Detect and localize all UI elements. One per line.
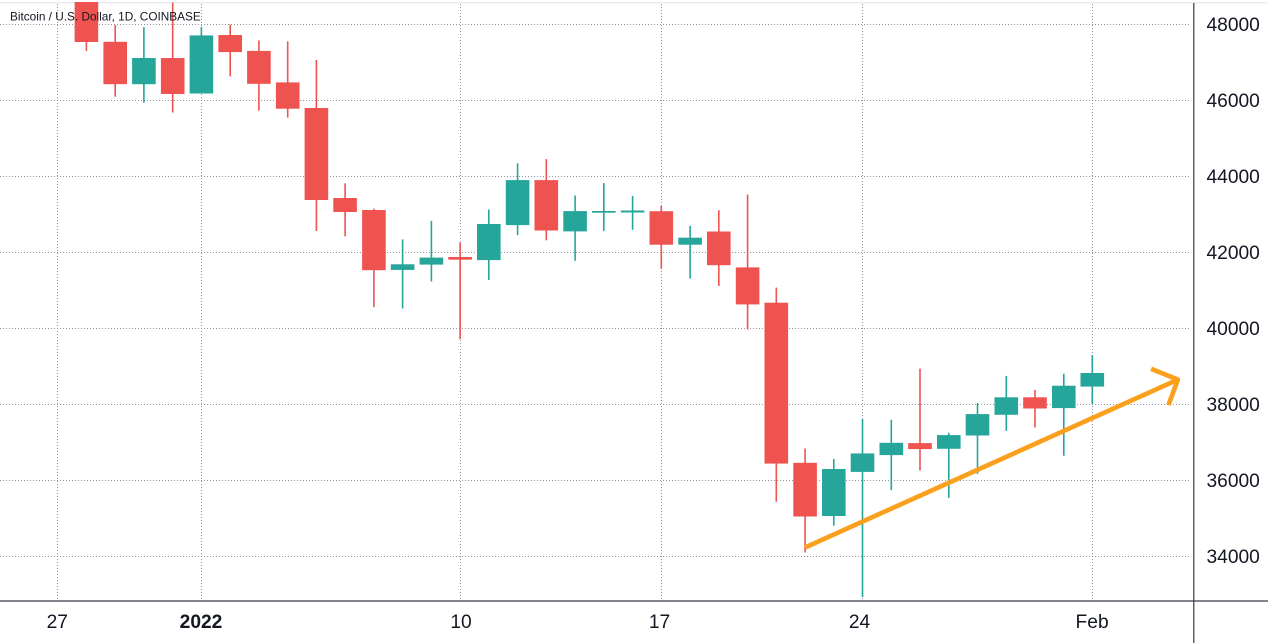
svg-text:24: 24	[849, 612, 871, 633]
svg-text:38000: 38000	[1207, 395, 1260, 416]
svg-text:10: 10	[450, 612, 471, 633]
svg-text:27: 27	[47, 612, 68, 633]
svg-text:Feb: Feb	[1076, 612, 1109, 633]
svg-text:48000: 48000	[1207, 15, 1260, 36]
svg-text:42000: 42000	[1207, 243, 1260, 264]
svg-text:17: 17	[649, 612, 670, 633]
svg-text:2022: 2022	[180, 612, 223, 633]
svg-text:36000: 36000	[1207, 471, 1260, 492]
svg-text:44000: 44000	[1207, 167, 1260, 188]
svg-text:46000: 46000	[1207, 91, 1260, 112]
svg-text:Bitcoin / U.S. Dollar, 1D, COI: Bitcoin / U.S. Dollar, 1D, COINBASE	[10, 9, 201, 23]
svg-text:40000: 40000	[1207, 319, 1260, 340]
svg-text:34000: 34000	[1207, 547, 1260, 568]
